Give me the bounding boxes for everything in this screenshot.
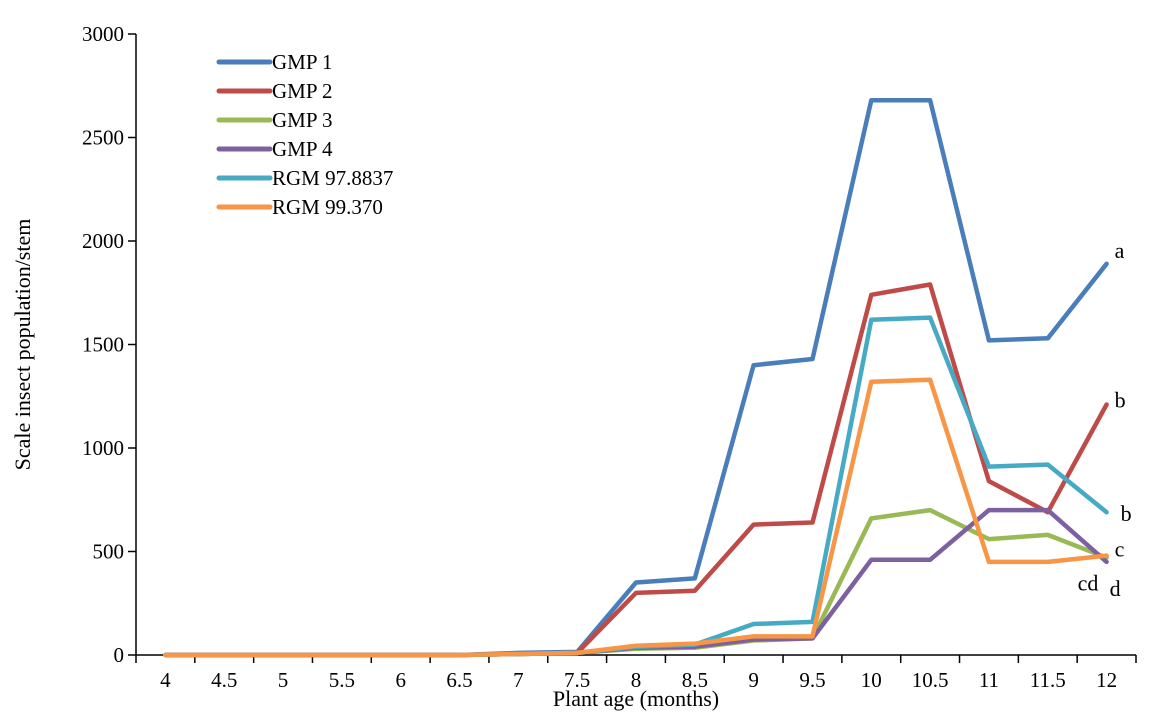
x-axis-ticks: 4 4.5 5 5.5 6 6.5 7 7.5 8 8.5 9 9.5 10 10.5 11 11.5 12 [135,655,1137,692]
x-tick-label: 10.5 [912,668,949,692]
y-tick-label: 2000 [82,229,124,253]
significance-label: a [1115,238,1125,263]
x-tick-label: 10 [861,668,882,692]
legend-label: GMP 3 [272,108,333,132]
y-tick-label: 0 [114,643,125,667]
x-tick-label: 7.5 [564,668,590,692]
legend: GMP 1 GMP 2 GMP 3 GMP 4 RGM 97.8837 RGM 99.37… [216,50,393,219]
significance-label: b [1121,501,1132,526]
significance-label: c [1115,537,1125,562]
x-tick-label: 12 [1096,668,1117,692]
x-axis-title: Plant age (months) [553,686,719,711]
legend-label: RGM 97.8837 [272,166,393,190]
y-tick-label: 2500 [82,126,124,150]
x-tick-label: 6.5 [446,668,472,692]
series-line-gmp-2 [163,282,1109,658]
x-tick-label: 6 [395,668,406,692]
significance-label: d [1110,576,1121,601]
y-axis-title: Scale insect population/stem [10,219,35,471]
legend-label: RGM 99.370 [272,195,383,219]
y-axis-ticks: 0 500 1000 1500 2000 2500 3000 [82,22,136,667]
x-tick-label: 8 [631,668,642,692]
x-tick-label: 5.5 [329,668,355,692]
legend-label: GMP 4 [272,137,333,161]
x-tick-label: 9 [748,668,759,692]
y-tick-label: 500 [93,540,125,564]
y-tick-label: 1500 [82,333,124,357]
series-line-rgm-99-370 [163,377,1109,658]
x-tick-label: 11.5 [1030,668,1066,692]
y-tick-label: 1000 [82,436,124,460]
y-tick-label: 3000 [82,22,124,46]
x-tick-label: 5 [278,668,289,692]
x-tick-label: 4 [160,668,171,692]
legend-label: GMP 2 [272,79,333,103]
significance-label: cd [1078,571,1099,596]
x-tick-label: 7 [513,668,524,692]
significance-label: b [1115,388,1126,413]
x-tick-label: 8.5 [682,668,708,692]
legend-label: GMP 1 [272,50,333,74]
x-tick-label: 9.5 [799,668,825,692]
series-lines [163,97,1109,658]
x-tick-label: 4.5 [211,668,237,692]
x-tick-label: 11 [979,668,999,692]
